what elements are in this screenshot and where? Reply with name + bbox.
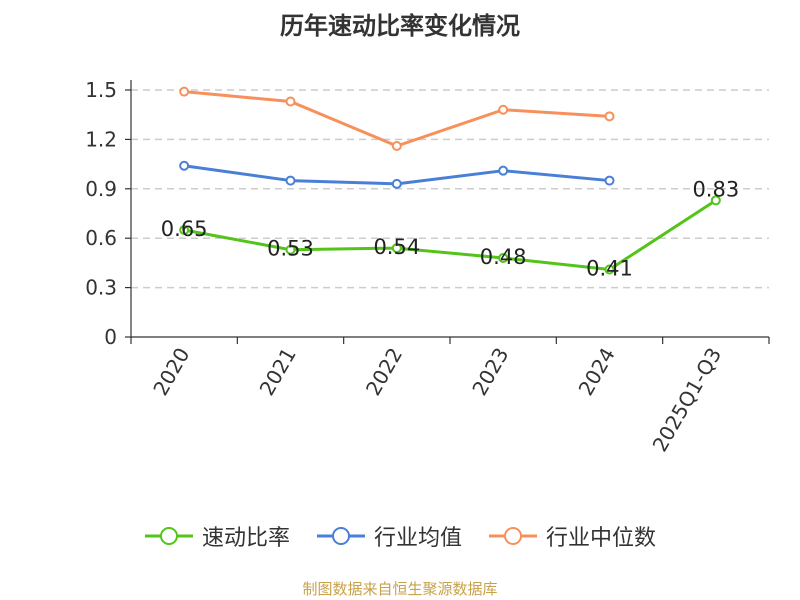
x-tick-label: 2020 [148, 344, 194, 400]
legend-swatch [144, 527, 193, 545]
data-point [604, 264, 615, 275]
data-label: 0.83 [692, 177, 739, 201]
data-point [285, 175, 296, 186]
series-line [183, 199, 717, 271]
x-tick-label: 2021 [255, 344, 301, 400]
source-note: 制图数据来自恒生聚源数据库 [302, 580, 498, 598]
data-point [498, 104, 509, 115]
legend-swatch [316, 527, 365, 545]
data-point [498, 165, 509, 176]
data-label: 0.53 [267, 237, 314, 261]
axes [125, 80, 770, 344]
legend-label: 行业中位数 [546, 526, 657, 551]
data-point [285, 96, 296, 107]
legend-label: 行业均值 [373, 526, 462, 551]
legend-item[interactable]: 速动比率 [144, 520, 290, 552]
data-point [498, 252, 509, 263]
legend-label: 速动比率 [201, 526, 290, 551]
grid-lines [131, 89, 769, 289]
legend-swatch [489, 527, 537, 545]
y-tick-label: 0.3 [85, 276, 117, 300]
data-label: 0.41 [586, 256, 633, 280]
x-tick-label: 2025Q1-Q3 [647, 344, 726, 456]
data-point [285, 244, 296, 255]
data-point [179, 224, 190, 235]
data-label: 0.65 [161, 217, 208, 241]
x-tick-labels: 2020 2021 2022 2023 2024 2025Q1-Q3 [148, 343, 726, 455]
line-chart: 00.30.60.91.21.5 2020 2021 2022 2023 2024 202… [85, 78, 770, 456]
chart-title: 历年速动比率变化情况 [280, 12, 520, 40]
y-tick-label: 0.9 [85, 177, 117, 201]
legend-item[interactable]: 行业中位数 [488, 520, 656, 552]
data-point [179, 86, 190, 97]
y-tick-label: 0.6 [85, 226, 117, 250]
data-point [710, 195, 721, 206]
data-point [391, 178, 402, 189]
x-tick-label: 2023 [467, 343, 513, 399]
x-tick-label: 2024 [574, 344, 620, 400]
series-line [184, 90, 610, 148]
y-tick-label: 0 [104, 325, 117, 349]
y-tick-labels: 0 0.3 0.6 0.9 1.2 1.5 [85, 78, 117, 349]
data-point [391, 243, 402, 254]
y-tick-label: 1.5 [85, 78, 117, 102]
legend: 速动比率 行业均值 行业中位数 [0, 520, 800, 552]
data-point [604, 175, 615, 186]
legend-item[interactable]: 行业均值 [316, 520, 462, 552]
data-point [604, 111, 615, 122]
x-tick-label: 2022 [361, 344, 407, 400]
data-point [391, 140, 402, 151]
series-group [179, 86, 721, 275]
data-labels: 0.65 0.53 0.54 0.48 0.41 0.83 [161, 177, 739, 280]
y-tick-label: 1.2 [85, 127, 117, 151]
data-label: 0.48 [480, 245, 527, 269]
data-label: 0.54 [373, 235, 420, 259]
data-point [179, 160, 190, 171]
